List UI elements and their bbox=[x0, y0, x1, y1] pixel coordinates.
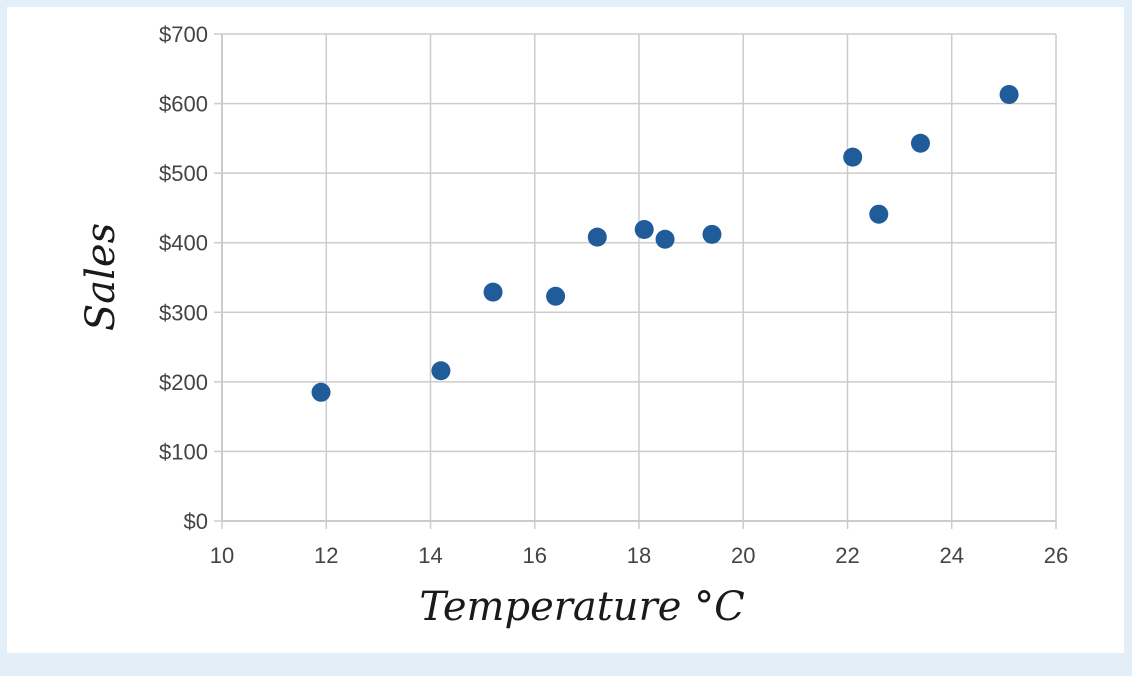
x-tick-label: 16 bbox=[523, 543, 547, 568]
y-tick-label: $200 bbox=[159, 370, 208, 395]
x-tick-label: 26 bbox=[1044, 543, 1068, 568]
x-tick-label: 14 bbox=[418, 543, 442, 568]
data-point bbox=[546, 286, 566, 306]
x-tick-label: 10 bbox=[210, 543, 234, 568]
y-tick-label: $600 bbox=[159, 92, 208, 117]
data-point bbox=[311, 382, 331, 402]
data-points bbox=[311, 85, 1019, 402]
data-point bbox=[702, 224, 722, 244]
data-point bbox=[869, 204, 889, 224]
y-tick-labels: $0 $100 $200 $300 $400 $500 $600 $700 bbox=[159, 22, 208, 534]
data-point bbox=[483, 282, 503, 302]
y-tick-label: $400 bbox=[159, 231, 208, 256]
data-point bbox=[910, 133, 930, 153]
x-tick-label: 20 bbox=[731, 543, 755, 568]
data-point bbox=[587, 227, 607, 247]
y-tick-label: $100 bbox=[159, 439, 208, 464]
y-tick-label: $700 bbox=[159, 22, 208, 47]
chart-panel: 10 12 14 16 18 20 22 24 26 $0 $100 $200 $300 $400 $50… bbox=[7, 7, 1124, 653]
x-tick-label: 24 bbox=[940, 543, 964, 568]
x-tick-label: 18 bbox=[627, 543, 651, 568]
y-tick-label: $300 bbox=[159, 300, 208, 325]
x-axis-title: Temperature °C bbox=[419, 584, 744, 630]
data-point bbox=[999, 85, 1019, 105]
y-axis-title: Sales bbox=[78, 223, 124, 331]
data-point bbox=[634, 219, 654, 239]
y-tick-label: $0 bbox=[184, 509, 208, 534]
data-point bbox=[655, 229, 675, 249]
data-point bbox=[843, 147, 863, 167]
x-tick-labels: 10 12 14 16 18 20 22 24 26 bbox=[210, 543, 1068, 568]
scatter-chart: 10 12 14 16 18 20 22 24 26 $0 $100 $200 $300 $400 $50… bbox=[78, 22, 1068, 630]
axes bbox=[214, 33, 1057, 529]
data-point bbox=[431, 361, 451, 381]
y-tick-label: $500 bbox=[159, 161, 208, 186]
x-tick-label: 22 bbox=[835, 543, 859, 568]
x-tick-label: 12 bbox=[314, 543, 338, 568]
